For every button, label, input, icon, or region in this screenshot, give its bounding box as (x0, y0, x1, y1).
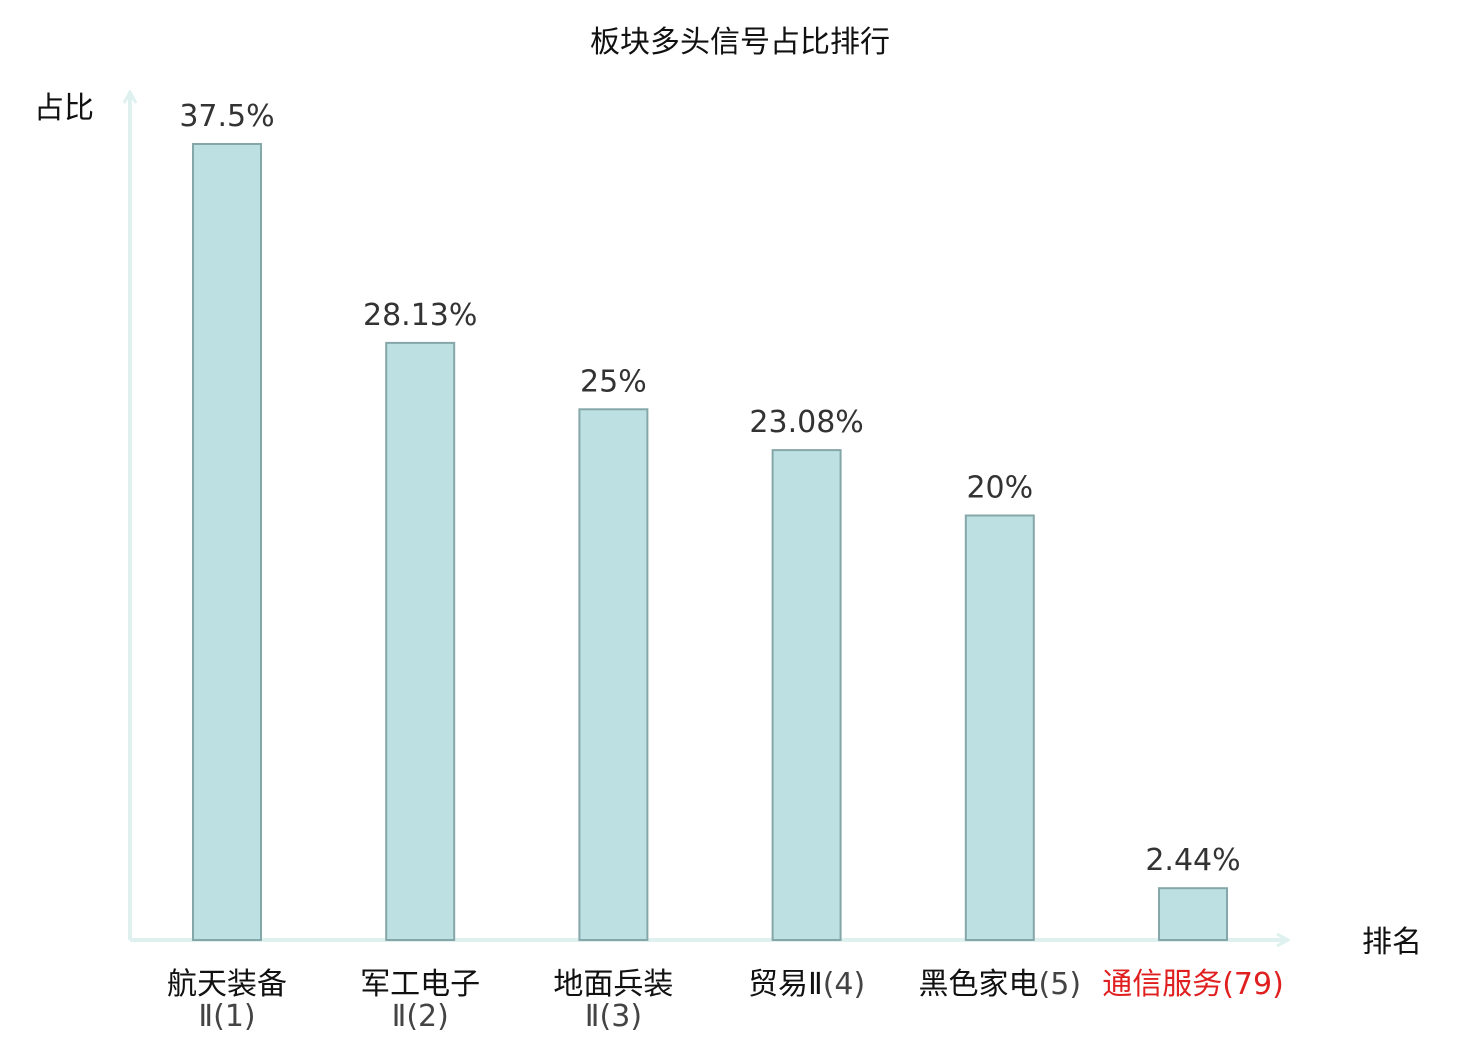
bar (964, 514, 1035, 941)
bar (771, 449, 842, 941)
x-tick-label-rank: Ⅱ(2) (392, 999, 449, 1034)
y-axis-label: 占比 (34, 91, 94, 126)
x-tick-label-rank: Ⅱ(1) (198, 999, 255, 1034)
bar (192, 143, 262, 941)
x-tick-label-rank: (79) (1222, 967, 1284, 1002)
x-tick-label-rank: (4) (823, 967, 866, 1002)
data-label: 37.5% (179, 99, 274, 134)
bar (578, 408, 649, 941)
x-tick-label-name: 航天装备 (167, 967, 287, 1002)
x-tick-label: 军工电子 Ⅱ(2) (360, 967, 480, 1034)
data-label: 20% (966, 471, 1033, 506)
bar (385, 341, 456, 941)
x-tick-label: 通信服务(79) (1102, 967, 1284, 1002)
x-tick-label-rank: (5) (1039, 967, 1082, 1002)
data-label: 25% (580, 364, 647, 399)
x-tick-label: 贸易Ⅱ(4) (748, 967, 865, 1002)
x-tick-label: 黑色家电(5) (919, 967, 1082, 1002)
x-tick-label-name: 通信服务 (1102, 967, 1222, 1002)
data-label: 28.13% (363, 298, 477, 333)
data-label: 2.44% (1145, 843, 1240, 878)
data-label: 23.08% (749, 405, 863, 440)
x-tick-label: 航天装备 Ⅱ(1) (167, 967, 287, 1034)
x-axis-label: 排名 (1362, 925, 1422, 960)
x-tick-label-name: 黑色家电 (919, 967, 1039, 1002)
x-tick-label-name: 贸易Ⅱ (748, 967, 823, 1002)
bars-layer: 37.5% 航天装备 Ⅱ(1) 28.13% 军工电子 Ⅱ(2) 25% 地面兵装 Ⅱ(3) 23… (167, 99, 1284, 1034)
x-tick-label-rank: Ⅱ(3) (585, 999, 642, 1034)
x-tick-label: 地面兵装 Ⅱ(3) (553, 967, 673, 1034)
chart-title: 板块多头信号占比排行 (590, 25, 890, 60)
x-tick-label-name: 军工电子 (360, 967, 480, 1002)
x-tick-label-name: 地面兵装 (553, 967, 673, 1002)
bar (1158, 887, 1228, 942)
